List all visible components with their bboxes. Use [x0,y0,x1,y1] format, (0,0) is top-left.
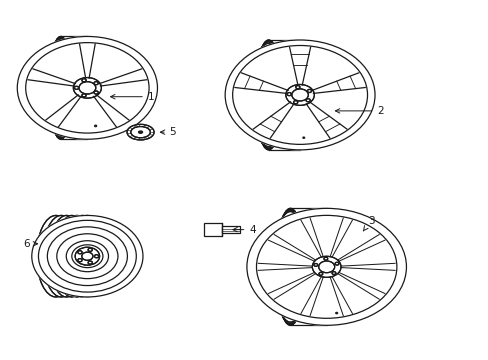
Ellipse shape [255,40,282,150]
Ellipse shape [82,79,86,82]
Ellipse shape [318,261,334,273]
Ellipse shape [81,252,93,260]
Ellipse shape [312,256,340,277]
Text: 1: 1 [110,92,154,102]
Ellipse shape [131,126,150,138]
Ellipse shape [334,262,338,265]
Ellipse shape [302,137,304,138]
Circle shape [224,40,374,150]
Ellipse shape [67,215,97,297]
Ellipse shape [94,125,97,127]
Ellipse shape [305,99,309,102]
Ellipse shape [74,86,79,89]
Ellipse shape [49,215,83,297]
Text: 2: 2 [335,106,383,116]
Ellipse shape [37,215,75,297]
Ellipse shape [94,255,99,258]
Bar [222,226,239,233]
Circle shape [246,208,406,325]
Ellipse shape [295,86,299,89]
Ellipse shape [73,77,101,98]
Ellipse shape [323,257,327,260]
Bar [203,223,222,237]
Ellipse shape [252,43,284,147]
Ellipse shape [318,273,322,275]
Ellipse shape [48,37,73,139]
Ellipse shape [88,248,92,251]
Ellipse shape [253,42,283,148]
Ellipse shape [75,247,100,265]
Ellipse shape [313,264,317,266]
Ellipse shape [293,101,297,104]
Ellipse shape [286,93,291,96]
Ellipse shape [46,40,75,136]
Circle shape [32,215,142,297]
Ellipse shape [47,38,74,138]
Ellipse shape [49,36,73,139]
Ellipse shape [82,94,86,97]
Ellipse shape [291,89,308,101]
Ellipse shape [275,208,305,325]
Ellipse shape [275,209,305,325]
Ellipse shape [74,215,101,297]
Ellipse shape [138,131,142,133]
Text: 4: 4 [232,225,255,235]
Ellipse shape [94,82,98,85]
Circle shape [17,36,157,139]
Text: 3: 3 [363,216,374,231]
Ellipse shape [274,210,306,324]
Ellipse shape [55,215,88,297]
Ellipse shape [61,215,92,297]
Ellipse shape [127,124,154,140]
Ellipse shape [94,91,98,94]
Ellipse shape [43,215,80,297]
Ellipse shape [307,89,311,93]
Ellipse shape [285,85,314,105]
Ellipse shape [331,272,335,274]
Text: 6: 6 [23,239,38,249]
Text: 5: 5 [160,127,176,137]
Ellipse shape [78,258,82,262]
Ellipse shape [273,212,307,322]
Ellipse shape [254,41,282,149]
Ellipse shape [335,312,337,314]
Ellipse shape [88,261,92,264]
Ellipse shape [79,82,96,94]
Ellipse shape [78,251,82,254]
